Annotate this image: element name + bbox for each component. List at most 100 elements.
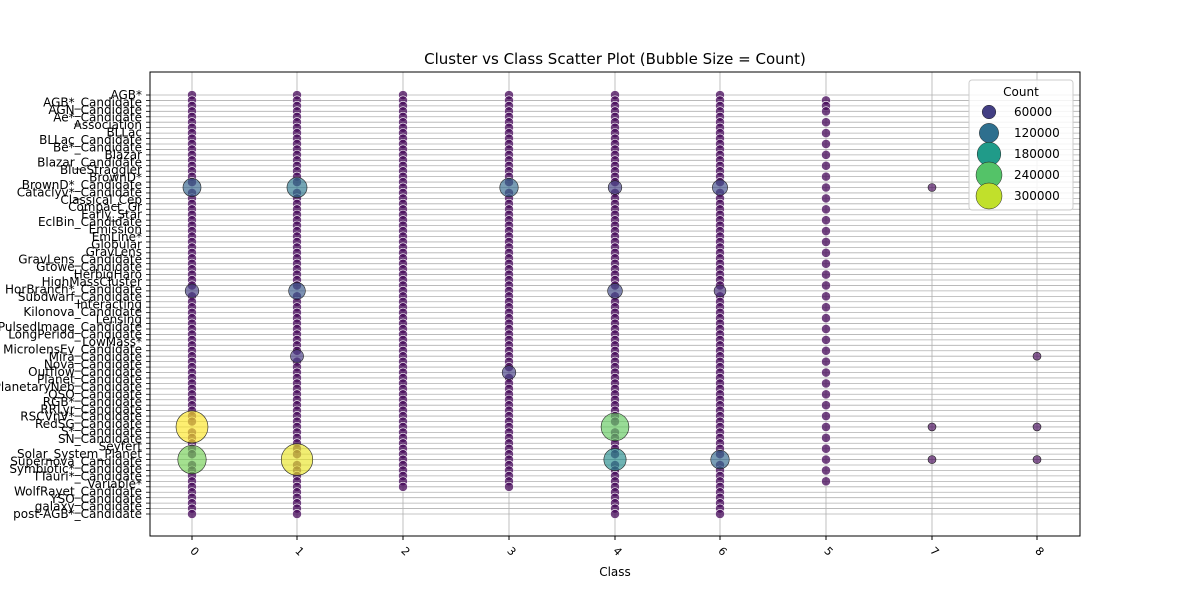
y-tick-label: Supernova_Candidate bbox=[10, 455, 142, 469]
x-tick-label: 0 bbox=[187, 544, 201, 558]
y-tick-label: Gtowe_Candidate bbox=[36, 260, 142, 274]
y-tick-label: EclBin_Candidate bbox=[38, 215, 142, 229]
bubble-point bbox=[821, 313, 831, 324]
bubble-point bbox=[821, 182, 831, 193]
x-tick-label: 5 bbox=[821, 544, 835, 558]
bubble-point bbox=[504, 481, 514, 492]
bubble-point bbox=[280, 443, 314, 476]
y-tick-label: GravLens bbox=[86, 245, 142, 259]
legend-label: 300000 bbox=[1014, 189, 1060, 203]
y-tick-label: Compact_Gr bbox=[68, 200, 142, 214]
bubble-point bbox=[177, 445, 207, 475]
bubble-point bbox=[821, 280, 831, 291]
x-tick-label: 4 bbox=[610, 544, 624, 558]
y-tick-label: SN_Candidate bbox=[58, 432, 142, 446]
y-tick-label: Blazar_Candidate bbox=[37, 155, 142, 169]
legend-marker bbox=[979, 123, 999, 143]
bubble-point bbox=[288, 282, 306, 300]
bubble-point bbox=[184, 283, 200, 299]
bubble-point bbox=[821, 422, 831, 432]
bubble-point bbox=[821, 356, 831, 367]
x-tick-label: 1 bbox=[292, 544, 306, 558]
y-tick-label: RSCVnV*_Candidate bbox=[20, 410, 142, 424]
bubble-point bbox=[610, 509, 620, 519]
bubble-point bbox=[821, 117, 831, 128]
y-tick-label: WolfRayet_Candidate bbox=[14, 485, 142, 499]
x-ticks: 0 1 2 3 4 6 5 7 8 bbox=[187, 536, 1047, 559]
bubble-point bbox=[821, 367, 831, 378]
y-tick-label: LongPeriod_Candidate bbox=[8, 327, 142, 341]
bubble-point bbox=[821, 432, 831, 443]
y-tick-label: QSO_Candidate bbox=[48, 387, 142, 401]
y-tick-label: AGN_Candidate bbox=[48, 103, 142, 117]
y-tick-label: BLLac bbox=[106, 125, 142, 139]
bubble-point bbox=[821, 258, 831, 269]
bubble-point bbox=[821, 106, 831, 117]
y-tick-label: Emission bbox=[89, 223, 142, 237]
y-tick-label: Blazar bbox=[104, 148, 142, 162]
bubble-point bbox=[821, 378, 831, 389]
y-tick-label: Subdwarf_Candidate bbox=[18, 290, 142, 304]
y-tick-label: HighMassCluster bbox=[42, 275, 142, 289]
y-tick-label: Lensing bbox=[96, 312, 142, 326]
y-tick-label: Ae*_Candidate bbox=[53, 110, 142, 124]
bubble-point bbox=[821, 389, 831, 400]
y-tick-label: YSO_Candidate bbox=[49, 492, 142, 506]
bubble-point bbox=[1032, 422, 1042, 432]
bubble-point bbox=[821, 269, 831, 280]
bubble-point bbox=[821, 193, 831, 204]
bubble-point bbox=[182, 178, 202, 197]
legend-title: Count bbox=[1003, 85, 1039, 99]
bubbles bbox=[175, 90, 1042, 519]
legend-marker bbox=[981, 104, 997, 120]
x-tick-label: 6 bbox=[715, 544, 729, 558]
y-tick-label: Symbiotic*_Candidate bbox=[9, 462, 142, 476]
x-tick-label: 2 bbox=[398, 544, 412, 558]
y-tick-label: HerbigHaro bbox=[74, 268, 142, 282]
y-tick-label: galaxy_Candidate bbox=[35, 500, 142, 514]
y-tick-label: EmLine* bbox=[92, 230, 142, 244]
y-tick-label: Kilonova_Candidate bbox=[23, 305, 142, 319]
y-tick-label: Be*_Candidate bbox=[53, 140, 142, 154]
y-tick-label: LowMass* bbox=[82, 335, 142, 349]
y-tick-label: Planet_Candidate bbox=[37, 372, 142, 386]
y-tick-label: Mira_Candidate bbox=[49, 350, 142, 364]
y-tick-label: Interacting bbox=[77, 298, 142, 312]
y-ticks: AGB*AGB*_CandidateAGN_CandidateAe*_Candi… bbox=[0, 88, 150, 521]
y-tick-label: post-AGB*_Candidate bbox=[13, 507, 142, 521]
x-axis-label: Class bbox=[599, 565, 631, 579]
y-tick-label: Solar_System_Planet bbox=[17, 447, 142, 461]
y-tick-label: Nova_Candidate bbox=[44, 357, 142, 371]
bubble-point bbox=[501, 365, 517, 380]
bubble-point bbox=[821, 204, 831, 215]
bubble-point bbox=[286, 177, 308, 198]
bubble-point bbox=[821, 443, 831, 454]
y-tick-label: Classical_Cep bbox=[60, 193, 142, 207]
y-tick-label: PulsedImage_Candidate bbox=[0, 320, 142, 334]
x-tick-label: 3 bbox=[504, 544, 518, 558]
y-tick-label: Outflow_Candidate bbox=[28, 365, 142, 379]
bubble-point bbox=[821, 345, 831, 356]
y-tick-label: Globular bbox=[91, 238, 142, 252]
bubble-point bbox=[1032, 351, 1042, 361]
bubble-point bbox=[821, 237, 831, 247]
bubble-point bbox=[603, 448, 627, 472]
bubble-point bbox=[713, 284, 727, 298]
y-tick-label: AGB*_Candidate bbox=[43, 95, 142, 109]
bubble-point bbox=[710, 450, 730, 470]
bubble-point bbox=[821, 215, 831, 226]
y-tick-label: S*_Candidate bbox=[61, 425, 142, 439]
y-tick-label: BrownD*_Candidate bbox=[22, 178, 142, 192]
y-tick-label: Seyfert bbox=[99, 440, 143, 454]
y-tick-label: Association bbox=[74, 118, 142, 132]
y-tick-label: BlueStraggler bbox=[60, 163, 142, 177]
bubble-point bbox=[821, 334, 831, 345]
bubble-point bbox=[821, 149, 831, 160]
legend-label: 120000 bbox=[1014, 126, 1060, 140]
y-tick-label: BLLac_Candidate bbox=[39, 133, 142, 147]
legend-label: 180000 bbox=[1014, 147, 1060, 161]
bubble-point bbox=[292, 509, 302, 519]
x-tick-label: 7 bbox=[927, 544, 941, 558]
y-tick-label: TTauri*_Candidate bbox=[32, 470, 142, 484]
